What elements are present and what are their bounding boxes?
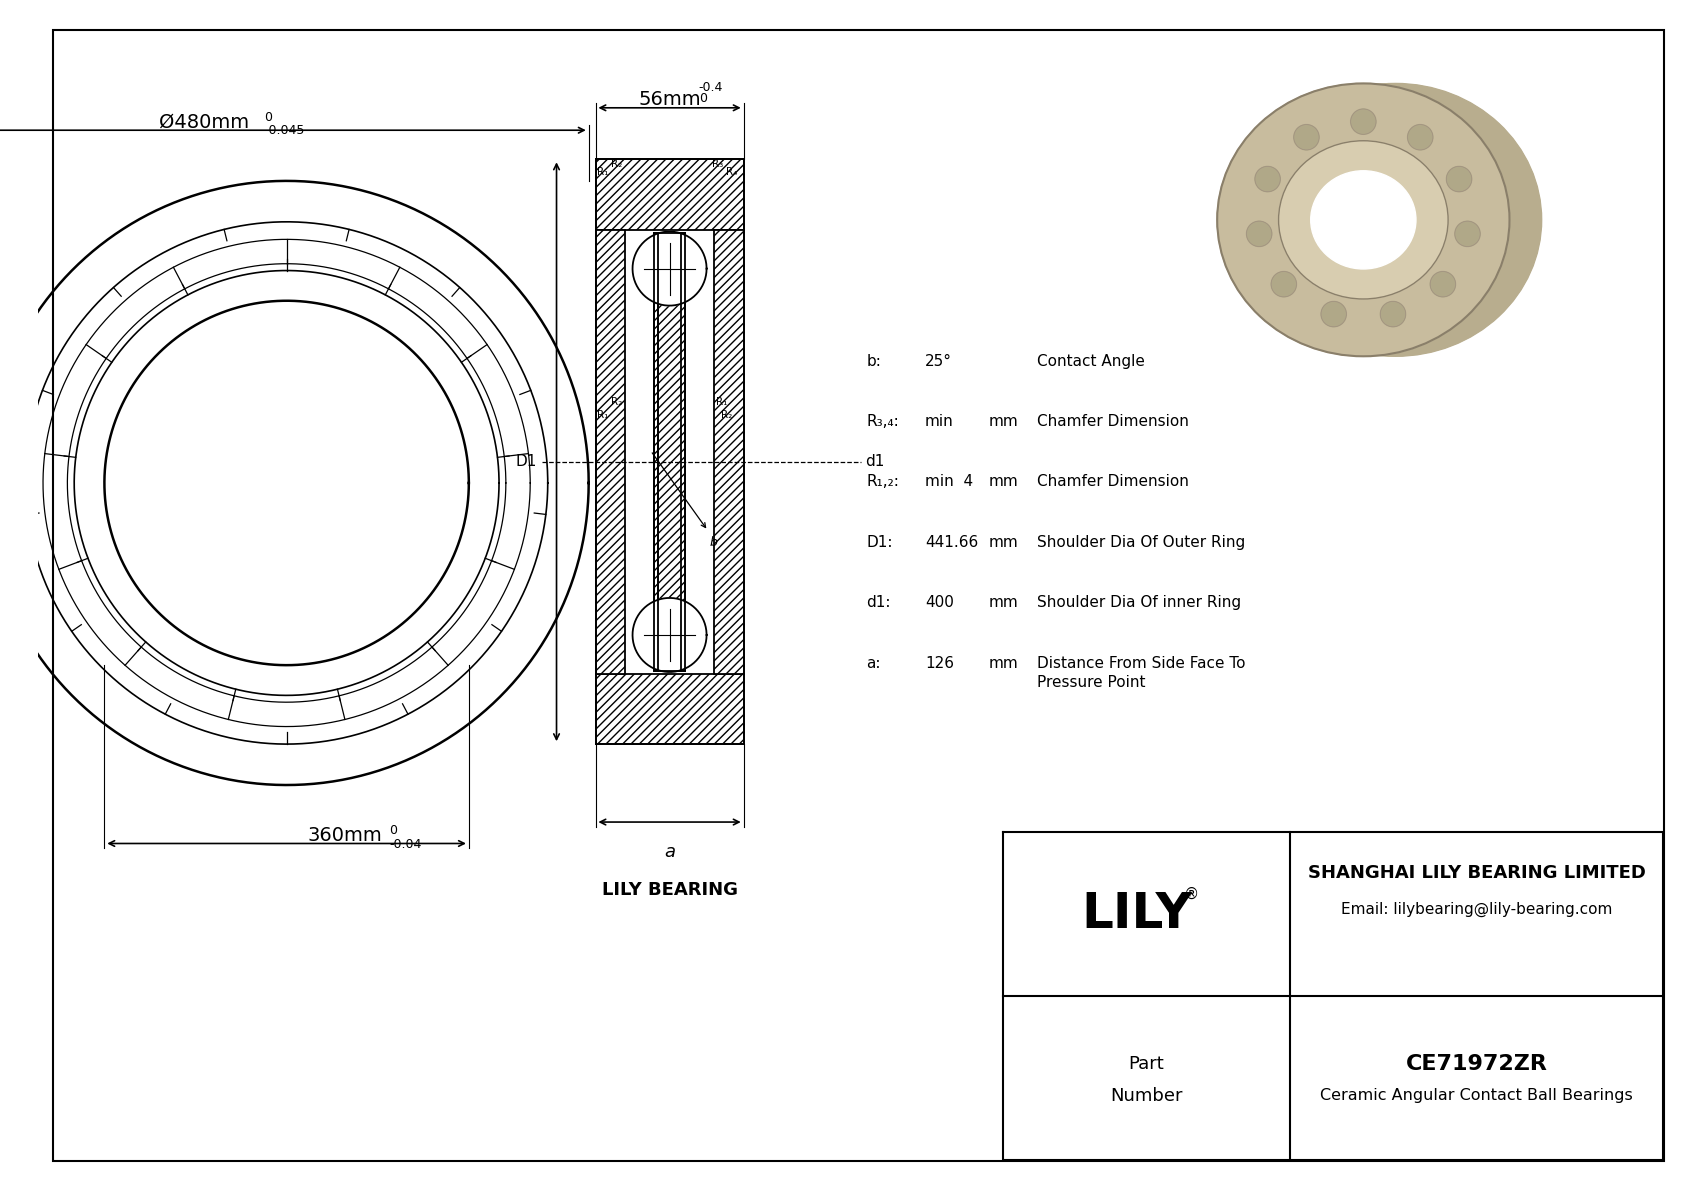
Text: b:: b: [866,354,881,369]
Text: d1: d1 [866,454,884,469]
Text: d1:: d1: [866,596,891,610]
Text: Chamfer Dimension: Chamfer Dimension [1037,474,1189,490]
Text: R₁: R₁ [716,397,727,407]
Ellipse shape [1332,170,1438,269]
Text: R₁: R₁ [598,167,610,177]
Text: D1: D1 [515,454,537,469]
Text: min: min [925,414,953,429]
Text: Shoulder Dia Of inner Ring: Shoulder Dia Of inner Ring [1037,596,1241,610]
Text: 0: 0 [264,111,273,124]
Text: mm: mm [989,474,1017,490]
Text: Distance From Side Face To: Distance From Side Face To [1037,656,1246,671]
Ellipse shape [1310,170,1416,269]
Circle shape [1246,222,1271,247]
Text: R₂: R₂ [611,397,623,407]
Text: R₃: R₃ [712,160,724,169]
Text: R₁: R₁ [598,410,610,419]
Text: -0.04: -0.04 [389,837,421,850]
Text: 441.66: 441.66 [925,535,978,550]
Text: SHANGHAI LILY BEARING LIMITED: SHANGHAI LILY BEARING LIMITED [1308,863,1645,881]
Circle shape [1447,167,1472,192]
Ellipse shape [1218,83,1509,356]
Text: R₂: R₂ [721,410,733,419]
Text: LILY BEARING: LILY BEARING [601,880,738,898]
Text: R₄: R₄ [726,167,738,177]
Text: min  4: min 4 [925,474,973,490]
Polygon shape [658,295,685,607]
Text: R₁,₂:: R₁,₂: [866,474,899,490]
Circle shape [1455,222,1480,247]
Circle shape [1381,301,1406,326]
Polygon shape [714,230,744,674]
Text: Email: lilybearing@lily-bearing.com: Email: lilybearing@lily-bearing.com [1340,902,1613,917]
Text: Number: Number [1110,1086,1182,1104]
Text: mm: mm [989,535,1017,550]
Text: a:: a: [866,656,881,671]
Text: 126: 126 [925,656,953,671]
Circle shape [633,598,707,672]
Circle shape [633,231,707,306]
Text: Contact Angle: Contact Angle [1037,354,1145,369]
Polygon shape [1364,83,1541,356]
Text: mm: mm [989,414,1017,429]
Text: R₂: R₂ [611,160,623,169]
Text: Part: Part [1128,1055,1164,1073]
Text: D1:: D1: [866,535,893,550]
Polygon shape [596,674,744,744]
Text: Chamfer Dimension: Chamfer Dimension [1037,414,1189,429]
Circle shape [1255,167,1280,192]
Circle shape [1351,110,1376,135]
Text: 56mm: 56mm [638,91,701,110]
Polygon shape [596,160,744,230]
Text: Pressure Point: Pressure Point [1037,675,1145,691]
Text: Ceramic Angular Contact Ball Bearings: Ceramic Angular Contact Ball Bearings [1320,1089,1633,1103]
Text: 400: 400 [925,596,953,610]
Circle shape [1408,125,1433,150]
Text: 360mm: 360mm [308,825,382,844]
Text: a: a [663,843,675,861]
Text: ®: ® [1184,887,1199,902]
Circle shape [1430,272,1455,297]
Text: 0: 0 [389,824,397,837]
Text: b: b [711,536,717,549]
Text: Shoulder Dia Of Outer Ring: Shoulder Dia Of Outer Ring [1037,535,1244,550]
Text: CE71972ZR: CE71972ZR [1406,1054,1548,1074]
Circle shape [1320,301,1346,326]
Text: mm: mm [989,656,1017,671]
Polygon shape [653,607,685,671]
Text: -0.4: -0.4 [699,81,722,94]
Circle shape [1293,125,1319,150]
Text: 0: 0 [699,92,707,105]
Polygon shape [653,295,682,607]
Text: LILY: LILY [1081,890,1192,937]
Polygon shape [596,230,625,674]
Polygon shape [653,232,685,295]
Text: mm: mm [989,596,1017,610]
Ellipse shape [1250,83,1541,356]
Text: R₃,₄:: R₃,₄: [866,414,899,429]
Circle shape [1271,272,1297,297]
Ellipse shape [1278,141,1448,299]
Text: Ø480mm: Ø480mm [158,113,249,132]
Text: -0.045: -0.045 [264,124,305,137]
Text: 25°: 25° [925,354,951,369]
